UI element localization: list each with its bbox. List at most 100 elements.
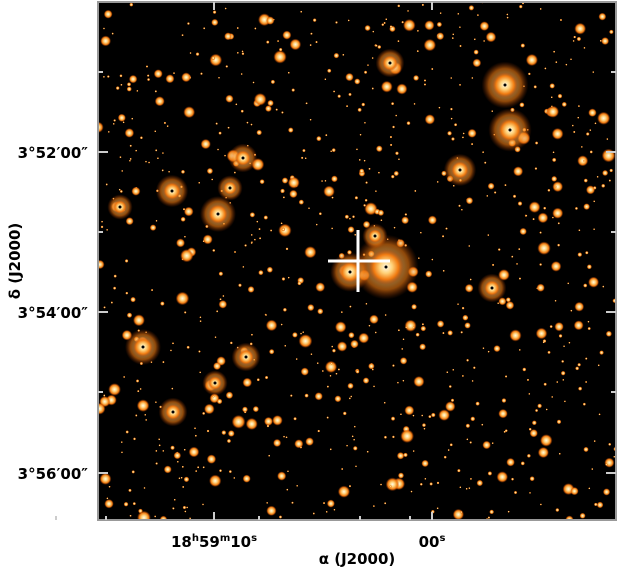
star — [393, 170, 399, 177]
star — [153, 69, 163, 79]
star — [539, 231, 542, 234]
star — [537, 241, 551, 255]
star — [450, 117, 453, 120]
star — [225, 65, 229, 68]
star — [375, 145, 383, 153]
star — [128, 488, 132, 493]
star — [365, 302, 368, 305]
star — [459, 44, 462, 48]
star — [375, 44, 378, 47]
star — [137, 510, 151, 520]
star — [318, 212, 322, 216]
star — [309, 118, 312, 121]
star — [452, 184, 455, 187]
star — [592, 71, 595, 74]
star — [551, 395, 554, 398]
star — [445, 227, 448, 230]
star — [601, 148, 616, 163]
star — [476, 479, 484, 487]
star — [268, 348, 275, 355]
star — [155, 219, 158, 222]
star — [554, 185, 557, 188]
star — [468, 244, 471, 247]
star — [266, 424, 270, 428]
star — [395, 114, 398, 117]
star — [148, 161, 151, 164]
star — [172, 72, 176, 75]
star — [123, 501, 129, 507]
star — [267, 99, 274, 107]
star — [102, 27, 105, 30]
star — [537, 212, 549, 224]
star — [547, 105, 560, 118]
star — [149, 224, 157, 231]
star — [202, 411, 206, 415]
star — [465, 197, 474, 205]
star — [560, 370, 566, 376]
star — [236, 51, 239, 54]
star — [383, 502, 387, 505]
star — [552, 181, 564, 193]
star — [580, 145, 583, 148]
star — [525, 53, 538, 67]
star — [108, 383, 121, 396]
star — [429, 482, 433, 486]
star — [457, 303, 460, 306]
star — [282, 307, 287, 312]
star — [529, 476, 535, 482]
star — [427, 215, 437, 225]
star — [570, 486, 579, 496]
star — [565, 63, 568, 66]
star — [547, 188, 551, 192]
star — [150, 288, 154, 292]
star — [551, 157, 557, 163]
star — [104, 499, 114, 509]
star — [266, 505, 277, 516]
star — [518, 247, 521, 251]
star — [129, 2, 134, 7]
star — [241, 52, 245, 56]
star — [355, 148, 358, 151]
star — [120, 441, 123, 444]
star — [233, 476, 236, 479]
star — [281, 277, 286, 281]
star — [532, 217, 535, 221]
star — [331, 348, 336, 353]
star — [286, 488, 289, 491]
star — [316, 135, 322, 142]
star — [136, 399, 150, 412]
star — [162, 360, 165, 364]
star — [281, 227, 286, 232]
star — [585, 251, 589, 255]
star — [122, 121, 125, 124]
star — [359, 168, 365, 174]
star — [233, 171, 236, 174]
star — [280, 188, 285, 194]
star — [601, 37, 610, 46]
star — [118, 188, 121, 191]
star — [333, 52, 340, 59]
star — [137, 389, 140, 393]
star — [416, 49, 419, 53]
star — [415, 332, 420, 337]
star — [489, 509, 495, 515]
star — [535, 327, 548, 340]
star — [423, 79, 427, 82]
star — [249, 212, 256, 218]
star — [273, 438, 282, 448]
star — [125, 217, 134, 226]
star — [539, 503, 542, 506]
star — [520, 461, 525, 466]
star — [466, 358, 469, 362]
star — [202, 234, 213, 245]
star — [206, 454, 217, 464]
y-tick-label: 3°52′00″ — [18, 144, 89, 162]
star — [250, 233, 253, 236]
star — [346, 444, 349, 447]
star — [464, 322, 471, 329]
star — [180, 169, 186, 174]
star — [132, 314, 145, 327]
star — [534, 141, 539, 145]
star — [126, 312, 133, 318]
star — [419, 482, 423, 486]
